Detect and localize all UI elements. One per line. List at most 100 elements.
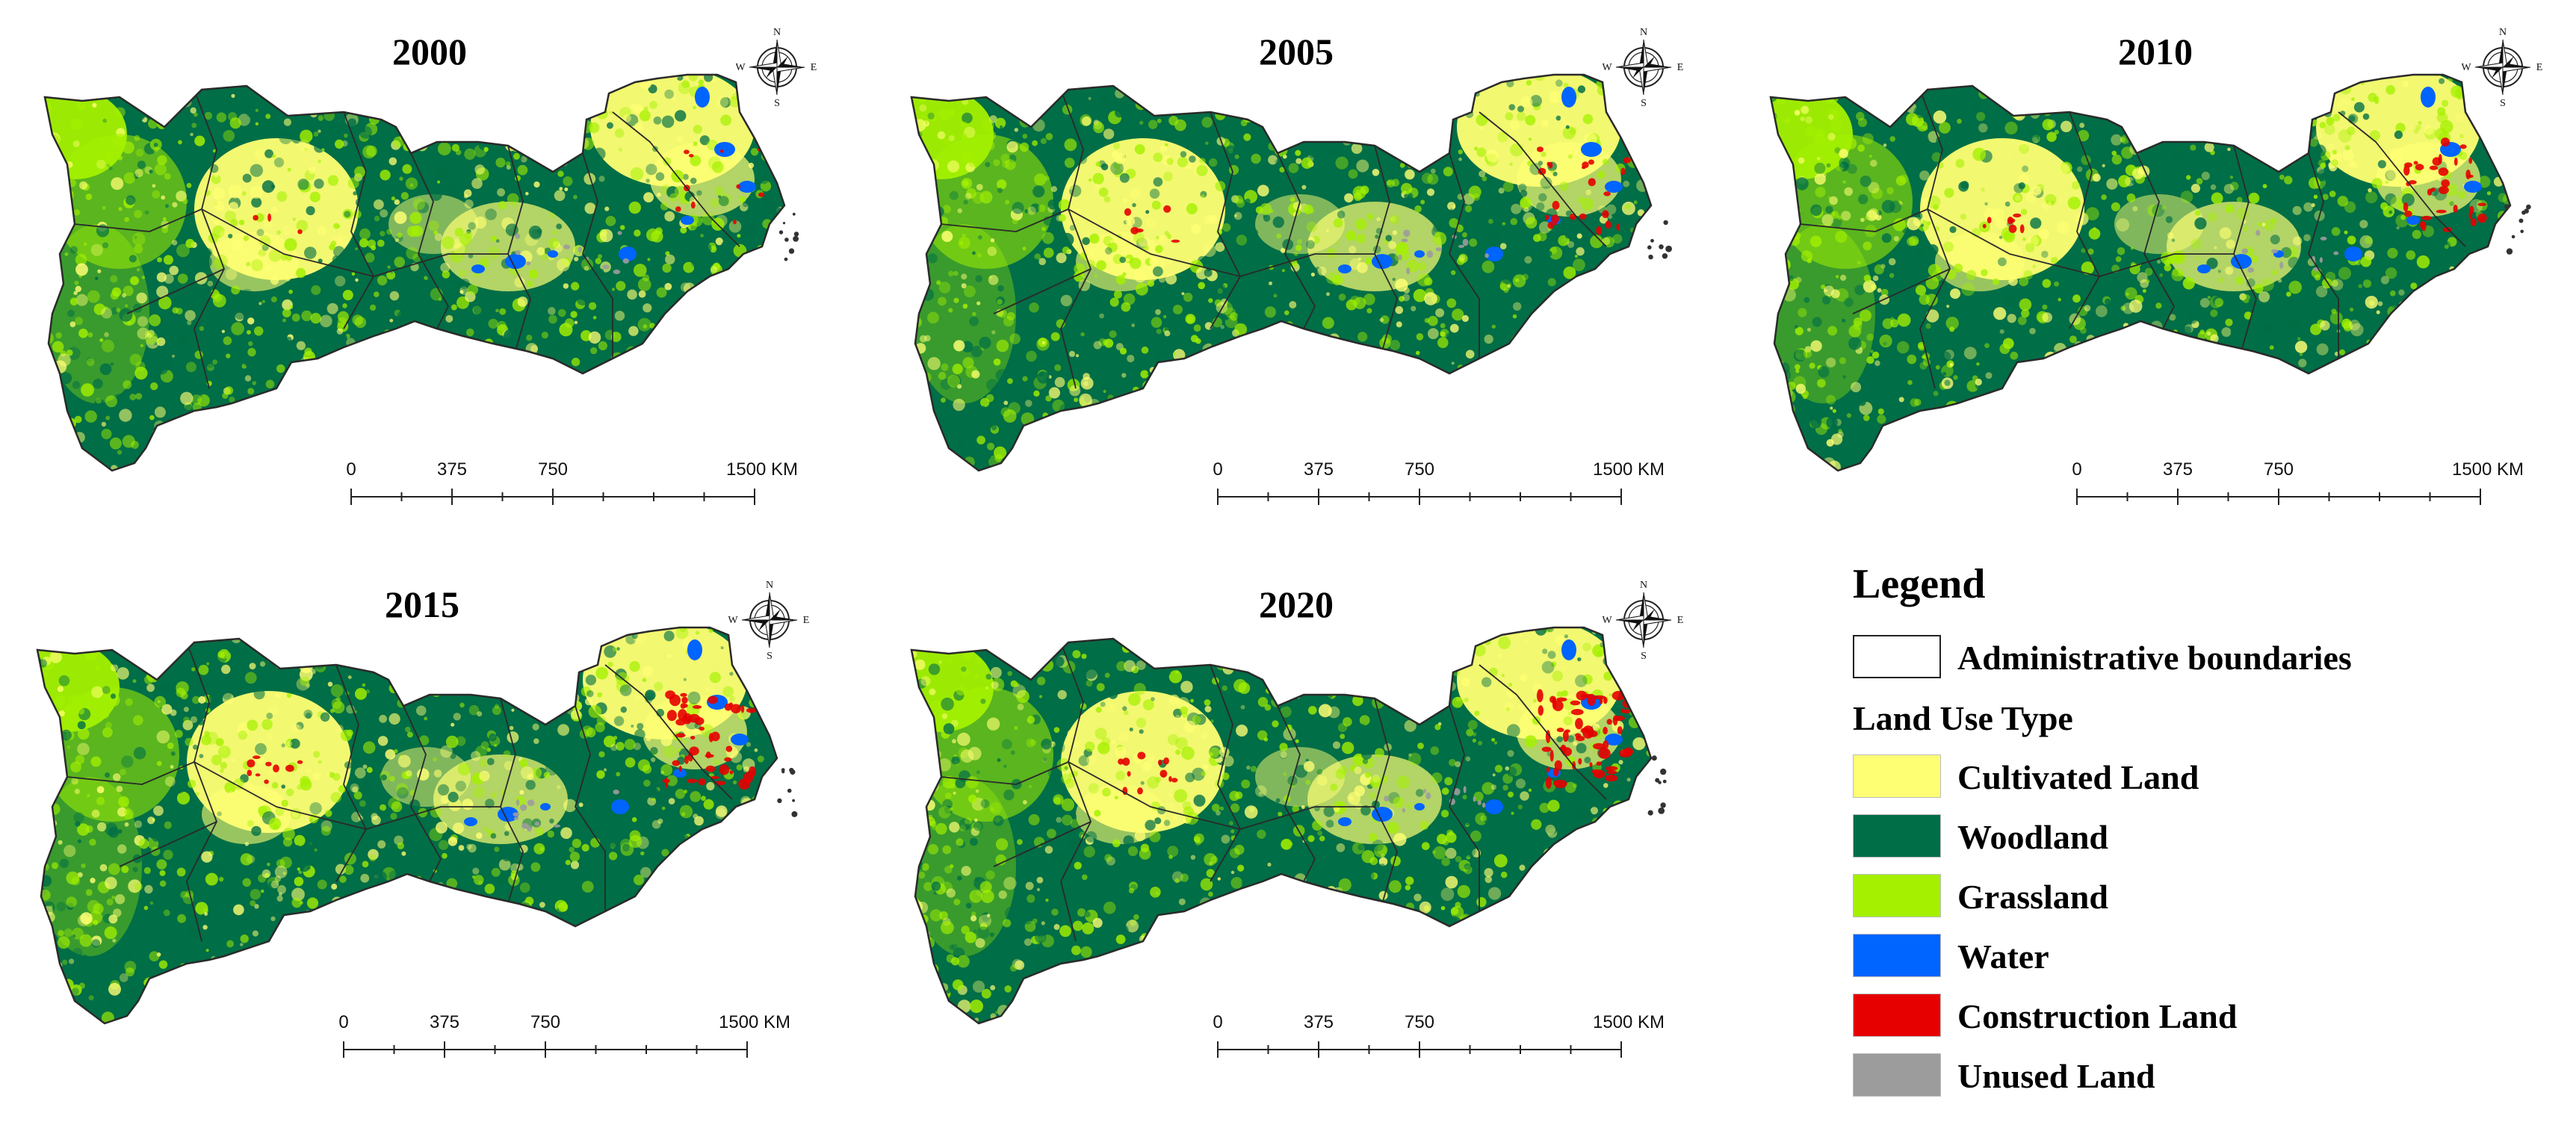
land-patch bbox=[666, 424, 670, 428]
water-body bbox=[2464, 181, 2482, 193]
land-patch bbox=[1998, 75, 2009, 78]
land-patch bbox=[369, 81, 376, 88]
water-body bbox=[1485, 247, 1503, 261]
land-patch bbox=[997, 179, 1007, 190]
land-patch bbox=[1798, 449, 1812, 462]
land-patch bbox=[1963, 439, 1971, 447]
land-patch bbox=[1305, 114, 1318, 126]
land-patch bbox=[1518, 183, 1527, 192]
land-patch bbox=[961, 121, 968, 128]
land-patch bbox=[1588, 372, 1592, 376]
land-patch bbox=[139, 71, 143, 75]
land-patch bbox=[1078, 445, 1087, 454]
land-patch bbox=[164, 273, 174, 284]
land-patch bbox=[2495, 132, 2509, 146]
administrative-boundary bbox=[193, 89, 225, 389]
land-patch bbox=[1623, 180, 1630, 188]
land-patch bbox=[451, 304, 457, 311]
land-patch bbox=[1939, 122, 1951, 134]
land-patch bbox=[1080, 332, 1085, 337]
land-patch bbox=[1479, 126, 1484, 131]
land-patch bbox=[189, 963, 202, 976]
land-patch bbox=[580, 687, 592, 697]
land-patch bbox=[2102, 346, 2108, 352]
land-patch bbox=[2004, 121, 2018, 134]
land-patch bbox=[1385, 235, 1393, 242]
land-patch bbox=[1451, 362, 1455, 365]
land-patch bbox=[2078, 433, 2088, 443]
land-patch bbox=[263, 220, 273, 229]
land-patch bbox=[462, 445, 474, 456]
land-patch bbox=[2077, 129, 2090, 142]
land-patch bbox=[1152, 93, 1165, 105]
land-patch bbox=[721, 241, 728, 248]
land-patch bbox=[1196, 384, 1205, 392]
land-patch bbox=[619, 392, 633, 405]
land-patch bbox=[604, 386, 615, 398]
land-patch bbox=[1856, 111, 1865, 121]
land-patch bbox=[252, 381, 257, 385]
land-patch bbox=[1795, 177, 1809, 190]
land-patch bbox=[1890, 317, 1895, 322]
land-patch bbox=[2320, 75, 2329, 76]
land-patch bbox=[2152, 380, 2167, 394]
land-patch bbox=[2121, 146, 2134, 159]
land-patch bbox=[736, 285, 740, 290]
land-patch bbox=[362, 428, 374, 439]
land-patch bbox=[2427, 285, 2432, 291]
land-patch bbox=[1440, 433, 1452, 445]
land-patch bbox=[297, 389, 302, 393]
land-patch bbox=[2372, 427, 2377, 433]
land-patch bbox=[1281, 269, 1285, 273]
land-patch bbox=[2457, 247, 2470, 258]
land-patch bbox=[297, 179, 309, 190]
land-patch bbox=[504, 361, 508, 366]
land-patch bbox=[1809, 362, 1815, 369]
land-patch bbox=[1990, 448, 2003, 462]
land-patch bbox=[1082, 116, 1092, 126]
land-patch bbox=[514, 438, 518, 441]
land-patch bbox=[1917, 447, 1930, 460]
land-patch bbox=[1233, 211, 1242, 220]
land-patch bbox=[1126, 444, 1136, 453]
land-patch bbox=[1151, 200, 1161, 210]
land-patch bbox=[184, 84, 193, 93]
land-patch bbox=[2022, 238, 2026, 241]
land-patch bbox=[132, 232, 146, 246]
land-patch bbox=[2046, 200, 2049, 203]
land-patch bbox=[1831, 433, 1843, 445]
land-patch bbox=[609, 111, 613, 115]
land-patch bbox=[1142, 89, 1148, 95]
land-patch bbox=[253, 446, 264, 456]
land-patch bbox=[453, 822, 465, 834]
land-patch bbox=[1611, 415, 1623, 428]
land-patch bbox=[264, 1006, 271, 1013]
land-patch bbox=[2460, 436, 2474, 449]
land-patch bbox=[1312, 130, 1316, 134]
land-patch bbox=[2486, 429, 2500, 442]
land-patch bbox=[1377, 136, 1389, 148]
land-patch bbox=[60, 372, 72, 385]
land-patch bbox=[205, 873, 218, 886]
land-patch bbox=[495, 239, 500, 243]
land-patch bbox=[487, 169, 495, 176]
land-patch bbox=[1916, 150, 1922, 156]
land-patch bbox=[2063, 417, 2077, 430]
land-patch bbox=[261, 300, 265, 303]
land-patch bbox=[61, 192, 71, 201]
land-patch bbox=[606, 370, 610, 375]
land-patch bbox=[2111, 154, 2123, 165]
land-patch bbox=[1803, 84, 1813, 94]
land-patch bbox=[356, 307, 362, 314]
land-patch bbox=[2271, 269, 2279, 276]
land-patch bbox=[505, 121, 515, 131]
land-patch bbox=[2111, 202, 2120, 211]
land-patch bbox=[1981, 353, 1992, 364]
land-patch bbox=[2480, 118, 2489, 126]
land-patch bbox=[501, 398, 512, 409]
land-patch bbox=[90, 244, 103, 256]
land-patch bbox=[2362, 279, 2372, 288]
land-patch bbox=[1360, 185, 1369, 195]
land-patch bbox=[276, 642, 286, 652]
land-patch bbox=[2135, 125, 2146, 135]
